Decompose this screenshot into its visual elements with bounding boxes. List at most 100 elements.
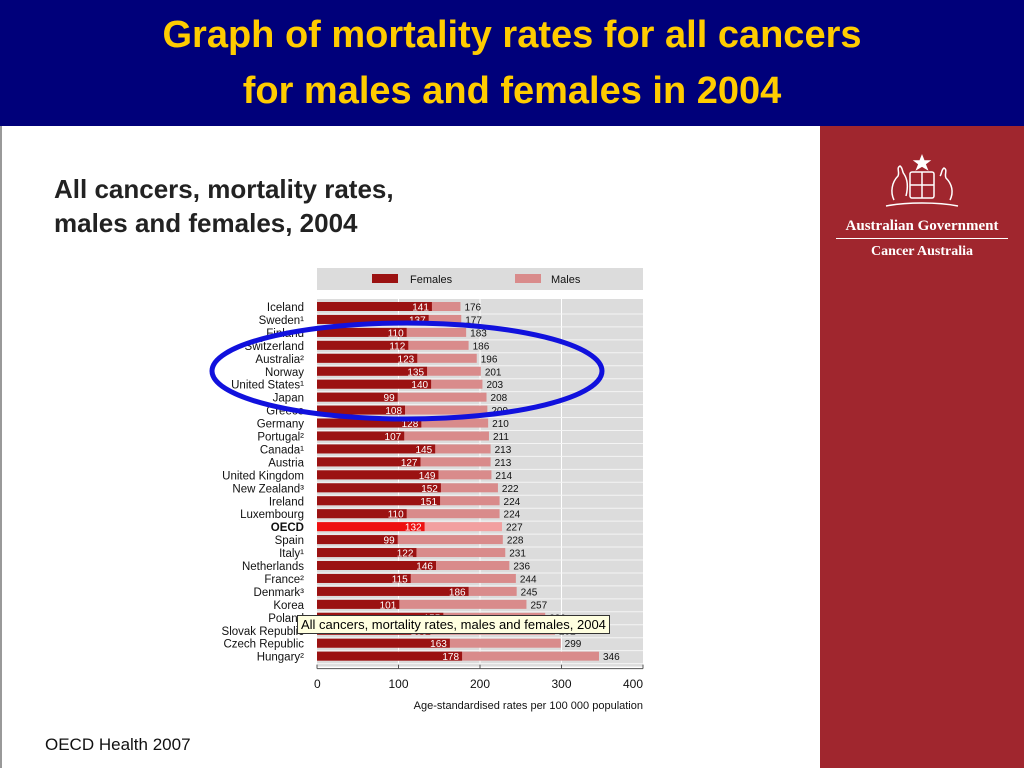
figure-title-line-1: All cancers, mortality rates, [54,174,394,204]
brand-divider [836,238,1008,239]
data-label-males: 177 [465,315,482,326]
brand-agency-label: Cancer Australia [870,244,973,259]
bar-females [317,314,429,324]
data-label-males: 231 [509,549,526,560]
bar-females [317,444,436,454]
data-label-females: 99 [384,536,396,547]
data-label-females: 135 [407,367,424,378]
bar-females [317,599,400,609]
data-label-females: 123 [398,354,415,365]
bar-males [317,392,487,402]
category-label: Austria [268,457,304,469]
coat-of-arms-icon [885,153,959,207]
category-label: New Zealand³ [232,483,304,495]
data-label-females: 101 [380,600,397,611]
data-label-females: 151 [420,497,437,508]
legend-swatch-females [372,274,398,283]
bar-females [317,366,428,376]
category-label: France² [264,574,304,586]
data-label-females: 127 [401,458,418,469]
bar-males [317,509,500,519]
bar-males [317,599,527,609]
bar-females [317,561,436,570]
x-tick-label: 300 [551,677,571,691]
data-label-males: 244 [520,574,537,585]
brand-government-label: Australian Government [845,218,999,234]
data-label-females: 110 [388,328,404,339]
data-label-females: 122 [397,549,414,560]
x-tick-label: 200 [470,677,490,691]
data-label-males: 214 [495,471,512,482]
slide-heading-line-1: Graph of mortality rates for all cancers [162,14,862,56]
figure-title-line-2: males and females, 2004 [54,208,358,238]
data-label-males: 208 [491,393,508,404]
category-label: Netherlands [242,561,304,573]
data-label-males: 222 [502,484,519,495]
category-label: Japan [273,393,304,405]
bar-females [317,418,422,428]
category-label: Poland [268,613,304,625]
bar-females [317,651,463,661]
data-label-females: 99 [384,393,396,404]
bar-males [317,573,516,583]
category-label: Iceland [267,302,304,314]
data-label-females: 112 [389,341,405,352]
category-label: Czech Republic [223,639,304,651]
data-label-females: 110 [388,510,404,521]
data-label-males: 224 [504,497,521,508]
data-label-females: 149 [419,471,436,482]
figure-title: All cancers, mortality rates, males and … [54,172,394,240]
category-label: Australia² [255,354,304,366]
x-tick-label: 0 [314,677,321,691]
legend-box [317,268,643,290]
bar-females [317,431,405,441]
category-label: United States¹ [231,380,304,392]
category-label: Switzerland [245,341,304,353]
category-label: Germany [257,419,305,431]
data-label-females: 140 [411,380,428,391]
bar-females [317,496,441,506]
bar-females [317,327,407,337]
data-label-males: 210 [492,419,509,430]
slide-header: Graph of mortality rates for all cancers… [0,0,1024,126]
bar-females [317,353,418,363]
data-label-males: 183 [470,328,487,339]
data-label-females: 145 [415,445,432,456]
bar-females [317,340,409,350]
bar-females [317,405,406,415]
data-label-females: 146 [416,562,433,573]
data-label-females: 132 [405,523,422,534]
x-axis-title: Age-standardised rates per 100 000 popul… [414,700,643,712]
bar-females [317,522,425,532]
bar-females [317,302,432,311]
data-label-females: 107 [385,432,402,443]
legend-swatch-males [515,274,541,283]
data-label-females: 128 [402,419,419,430]
bar-females [317,392,398,402]
data-label-females: 163 [430,639,447,650]
category-label: Canada¹ [260,444,304,456]
bar-females [317,573,411,583]
data-label-males: 227 [506,523,523,534]
slide-left-border [0,126,2,768]
data-label-females: 152 [421,484,438,495]
category-label: Hungary² [257,652,304,664]
bar-females [317,548,417,558]
category-label: Spain [275,535,304,547]
bar-females [317,379,432,389]
data-label-males: 176 [464,303,481,314]
bar-females [317,470,439,480]
x-tick-label: 100 [388,677,408,691]
x-tick-label: 400 [623,677,643,691]
data-label-males: 346 [603,652,620,663]
bar-females [317,535,398,545]
data-label-males: 236 [513,562,530,573]
category-label: Ireland [269,496,304,508]
data-label-males: 257 [530,600,547,611]
legend-label-males: Males [551,274,581,286]
brand-sidebar: Australian Government Cancer Australia [820,126,1024,768]
bar-females [317,509,407,519]
category-label: Italy¹ [279,548,304,560]
data-label-males: 213 [495,458,512,469]
data-label-females: 115 [392,574,408,585]
